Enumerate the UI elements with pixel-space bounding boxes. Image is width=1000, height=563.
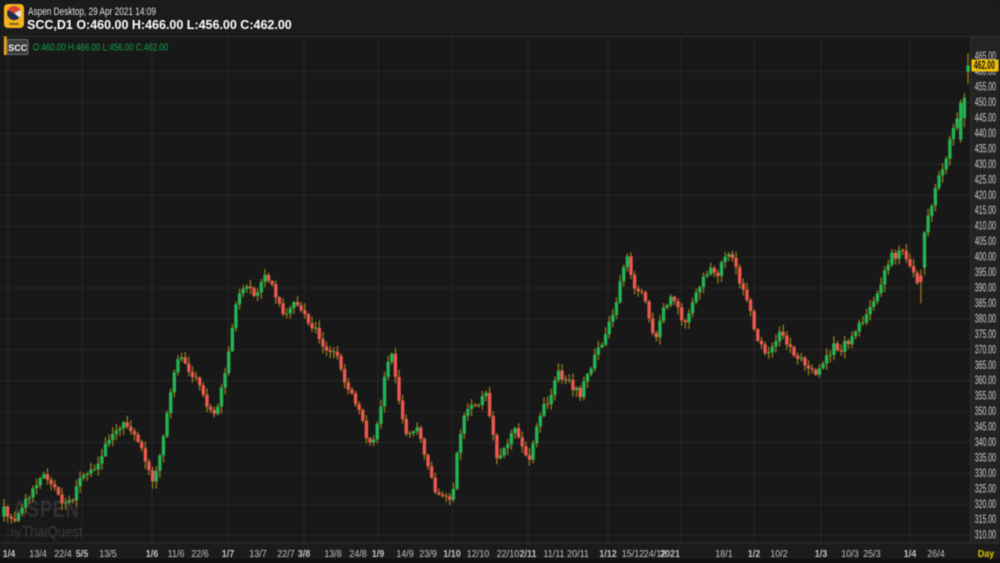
svg-text:355.00: 355.00 (975, 390, 997, 403)
svg-text:405.00: 405.00 (975, 235, 997, 248)
svg-text:13/5: 13/5 (99, 549, 117, 561)
svg-text:420.00: 420.00 (975, 189, 997, 202)
svg-text:325.00: 325.00 (975, 483, 997, 496)
svg-text:1/2: 1/2 (748, 549, 761, 561)
svg-text:5/5: 5/5 (76, 549, 89, 561)
svg-text:23/9: 23/9 (419, 549, 437, 561)
svg-text:335.00: 335.00 (975, 452, 997, 465)
svg-text:440.00: 440.00 (975, 127, 997, 140)
svg-text:Day: Day (978, 549, 995, 561)
svg-text:1/10: 1/10 (443, 549, 461, 561)
svg-text:410.00: 410.00 (975, 220, 997, 233)
svg-text:345.00: 345.00 (975, 421, 997, 434)
svg-text:400.00: 400.00 (975, 251, 997, 264)
svg-text:13/4: 13/4 (29, 549, 47, 561)
svg-text:445.00: 445.00 (975, 112, 997, 125)
svg-text:315.00: 315.00 (975, 513, 997, 526)
svg-text:380.00: 380.00 (975, 313, 997, 326)
svg-text:360.00: 360.00 (975, 374, 997, 387)
svg-text:1/4: 1/4 (904, 549, 917, 561)
svg-text:450.00: 450.00 (975, 96, 997, 109)
svg-text:415.00: 415.00 (975, 204, 997, 217)
svg-text:2/11: 2/11 (520, 549, 538, 561)
svg-text:455.00: 455.00 (975, 81, 997, 94)
svg-text:12/10: 12/10 (467, 549, 489, 561)
svg-text:340.00: 340.00 (975, 436, 997, 449)
svg-text:1/12: 1/12 (599, 549, 617, 561)
svg-text:22/7: 22/7 (277, 549, 295, 561)
svg-text:20/11: 20/11 (567, 549, 589, 561)
svg-text:430.00: 430.00 (975, 158, 997, 171)
svg-text:by: by (11, 527, 22, 539)
svg-text:2021: 2021 (660, 549, 681, 561)
svg-text:1/4: 1/4 (3, 549, 16, 561)
svg-text:385.00: 385.00 (975, 297, 997, 310)
svg-text:22/10: 22/10 (497, 549, 519, 561)
svg-text:1/6: 1/6 (146, 549, 159, 561)
svg-text:435.00: 435.00 (975, 143, 997, 156)
svg-text:320.00: 320.00 (975, 498, 997, 511)
svg-text:425.00: 425.00 (975, 174, 997, 187)
svg-text:14/9: 14/9 (396, 549, 414, 561)
svg-text:18/1: 18/1 (715, 549, 733, 561)
svg-text:330.00: 330.00 (975, 467, 997, 480)
svg-text:1/7: 1/7 (222, 549, 235, 561)
svg-text:390.00: 390.00 (975, 282, 997, 295)
svg-text:13/7: 13/7 (249, 549, 267, 561)
svg-text:26/4: 26/4 (927, 549, 945, 561)
svg-text:15/12: 15/12 (622, 549, 644, 561)
svg-text:O:460.00 H:466.00 L:456.00 C:4: O:460.00 H:466.00 L:456.00 C:462.00 (33, 41, 168, 52)
svg-text:13/8: 13/8 (324, 549, 342, 561)
svg-text:365.00: 365.00 (975, 359, 997, 372)
svg-text:25/3: 25/3 (863, 549, 881, 561)
svg-text:10/2: 10/2 (770, 549, 788, 561)
svg-text:1/9: 1/9 (372, 549, 385, 561)
svg-text:310.00: 310.00 (975, 529, 997, 542)
svg-text:370.00: 370.00 (975, 344, 997, 357)
svg-text:3/8: 3/8 (298, 549, 311, 561)
svg-text:395.00: 395.00 (975, 266, 997, 279)
svg-text:11/11: 11/11 (543, 549, 564, 561)
svg-text:SCC: SCC (8, 43, 28, 53)
svg-text:24/12: 24/12 (644, 549, 666, 561)
svg-text:24/8: 24/8 (349, 549, 367, 561)
svg-text:22/6: 22/6 (191, 549, 209, 561)
svg-text:375.00: 375.00 (975, 328, 997, 341)
svg-text:11/6: 11/6 (168, 549, 185, 561)
svg-text:1/3: 1/3 (815, 549, 828, 561)
svg-text:SCC,D1 O:460.00 H:466.00 L:45: SCC,D1 O:460.00 H:466.00 L:456.00 C:462.… (27, 18, 292, 32)
svg-text:462.00: 462.00 (974, 59, 996, 72)
svg-text:ThaiQuest: ThaiQuest (22, 524, 83, 541)
svg-text:Aspen Desktop, 29 Apr 2021 14:: Aspen Desktop, 29 Apr 2021 14:09 (28, 6, 156, 18)
svg-text:22/4: 22/4 (54, 549, 72, 561)
svg-text:10/3: 10/3 (841, 549, 859, 561)
svg-text:350.00: 350.00 (975, 405, 997, 418)
